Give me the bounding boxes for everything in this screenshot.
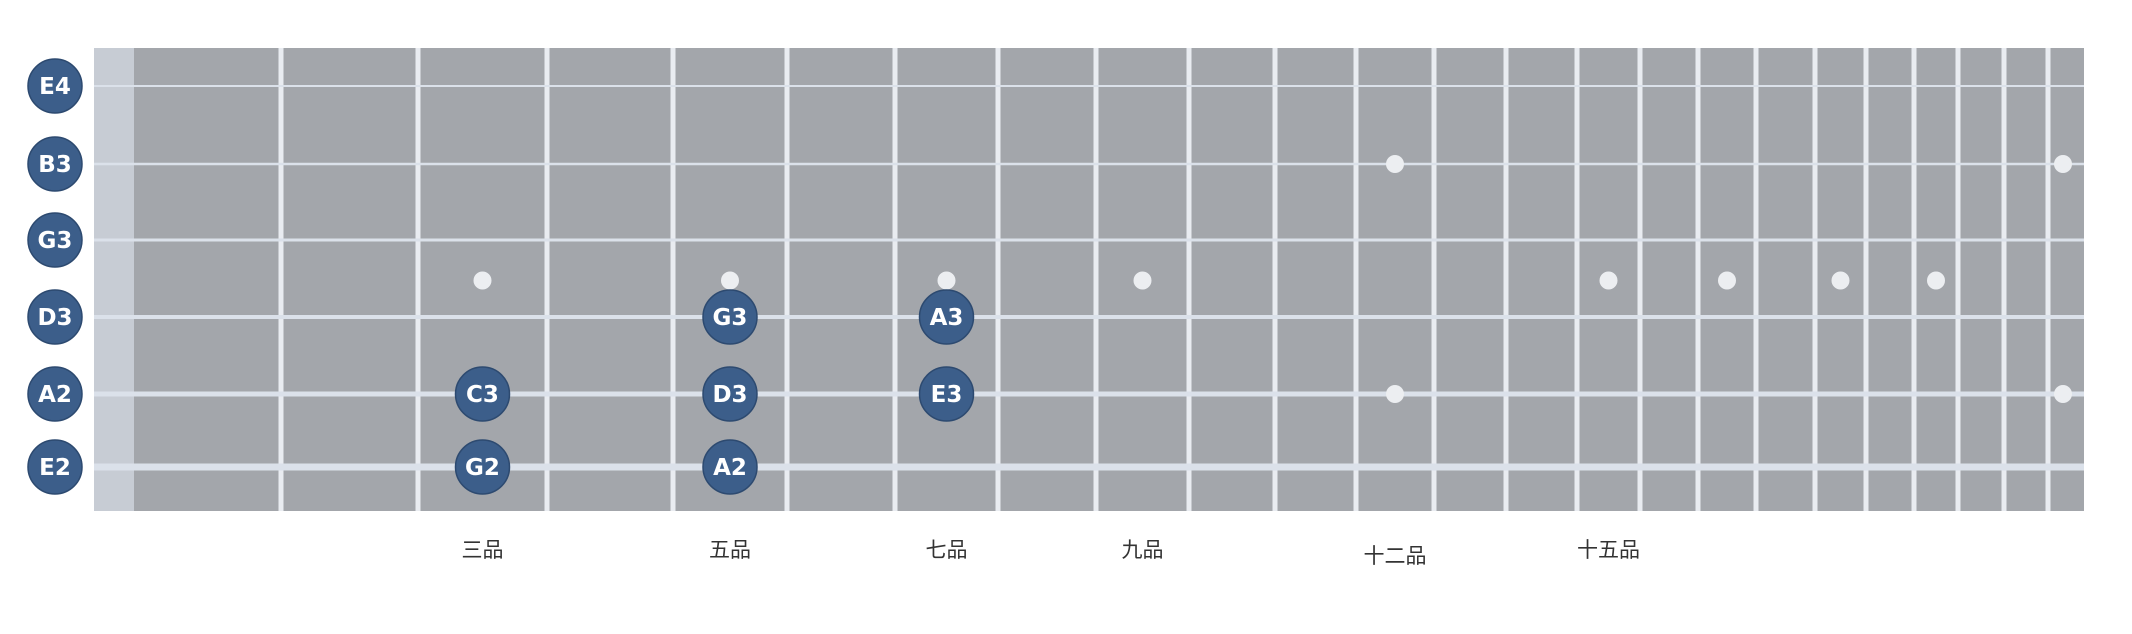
string-label-text: D3 [37,305,72,331]
note-marker: A3 [918,289,975,345]
fret-wire [892,48,898,511]
fret-wire [1911,48,1917,511]
string-line [94,463,2084,471]
fret-label: 三品 [462,538,504,562]
fret-wire [2045,48,2051,511]
fret-wire [1812,48,1818,511]
note-markers: G3 A3 C3 D3 E3 G2 A2 [454,289,975,495]
string-label-text: B3 [38,152,72,178]
inlay-dot [1831,271,1850,290]
fret-wire [1695,48,1701,511]
string-line [94,315,2084,319]
inlay-dot [473,271,492,290]
string-label-circle [27,439,83,495]
inlay-dot [2054,385,2072,403]
fret-wires [278,48,2051,511]
string-labels: E4 B3 G3 D3 A2 E2 [27,58,83,495]
inlay-dot [937,271,956,290]
note-marker: G2 [454,439,511,495]
fret-label: 五品 [709,538,751,562]
string-label-text: E4 [39,74,71,100]
fret-labels: 三品 五品 七品 九品 十二品 十五品 [462,538,1641,568]
note-label: G2 [465,455,500,481]
note-label: A3 [930,305,964,331]
string-label: D3 [27,289,83,345]
note-circle [702,366,758,422]
fret-wire [278,48,284,511]
inlay-dot [1386,385,1404,403]
note-circle [918,366,975,422]
inlay-dot [1386,155,1404,173]
strings [94,85,2084,471]
fret-inlays [473,155,2072,403]
note-label: D3 [712,382,747,408]
note-marker: D3 [702,366,758,422]
string-label-circle [27,136,83,192]
note-label: G3 [713,305,748,331]
fret-wire [1503,48,1509,511]
string-label-circle [27,212,83,268]
string-line [94,391,2084,397]
inlay-dot [721,271,739,290]
string-label: G3 [27,212,83,268]
fret-wire [1955,48,1961,511]
fret-wire [784,48,790,511]
string-label-text: G3 [38,228,73,254]
inlay-dot [1133,271,1152,290]
fret-wire [1186,48,1192,511]
string-label: A2 [27,366,83,422]
note-circle [918,289,975,345]
inlay-dot [1718,271,1736,290]
note-label: A2 [713,455,747,481]
fret-wire [1574,48,1580,511]
fret-label: 十二品 [1364,544,1427,568]
string-label-text: A2 [38,382,72,408]
fret-wire [670,48,676,511]
note-circle [454,366,511,422]
note-marker: C3 [454,366,511,422]
inlay-dot [1927,271,1945,290]
inlay-dot [2054,155,2072,173]
fret-wire [1753,48,1759,511]
inlay-dot [1599,271,1618,290]
fret-wire [415,48,421,511]
string-line [94,85,2084,87]
string-label: E4 [27,58,83,114]
fret-label: 九品 [1122,538,1164,562]
fretboard-background [94,48,2084,511]
string-label-circle [27,58,83,114]
fret-wire [1863,48,1869,511]
note-label: E3 [931,382,963,408]
string-label-circle [27,366,83,422]
note-marker: G3 [702,289,758,345]
string-label-circle [27,289,83,345]
note-circle [702,289,758,345]
fret-label: 七品 [926,538,968,562]
string-label: E2 [27,439,83,495]
string-line [94,238,2084,242]
string-line [94,162,2084,166]
string-label-text: E2 [39,455,71,481]
fret-wire [1093,48,1099,511]
note-circle [702,439,758,495]
string-label: B3 [27,136,83,192]
fret-wire [1353,48,1359,511]
fret-wire [1431,48,1437,511]
note-circle [454,439,511,495]
fret-label: 十五品 [1577,538,1640,562]
fret-wire [544,48,550,511]
fret-wire [995,48,1001,511]
fret-wire [2001,48,2007,511]
fret-wire [1637,48,1643,511]
note-marker: A2 [702,439,758,495]
nut [94,48,134,511]
note-label: C3 [466,382,499,408]
note-marker: E3 [918,366,975,422]
fret-wire [1272,48,1278,511]
